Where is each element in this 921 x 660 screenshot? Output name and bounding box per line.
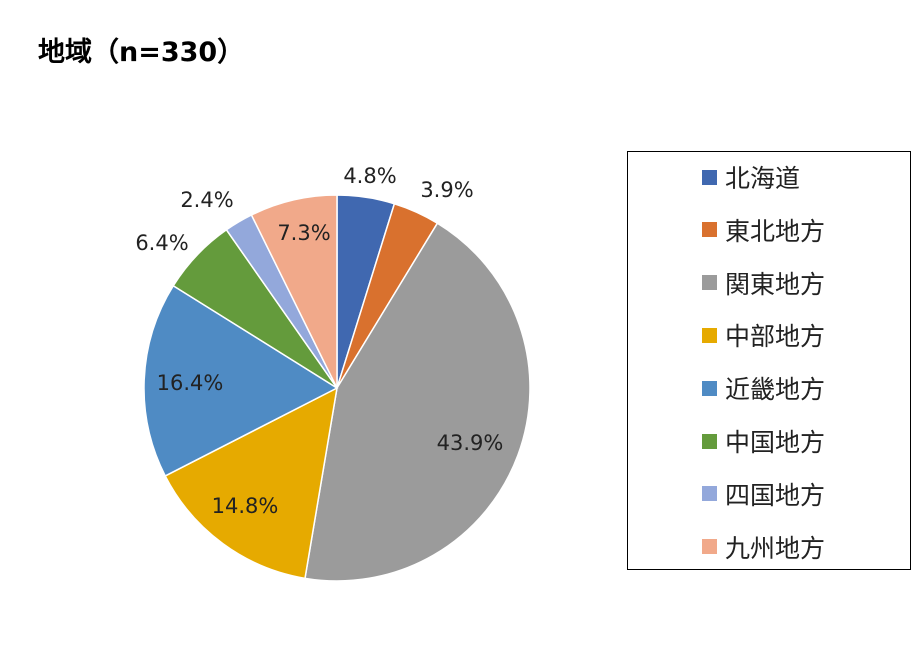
- data-label-1: 4.8%: [343, 164, 396, 188]
- legend-swatch: [702, 327, 717, 343]
- legend-item: 北海道: [702, 162, 801, 193]
- legend-label: 中国地方: [725, 428, 826, 457]
- data-label-7: 2.4%: [180, 188, 233, 212]
- legend-label: 四国地方: [725, 480, 826, 510]
- legend-swatch: [702, 433, 717, 449]
- legend-item: 四国地方: [702, 479, 826, 510]
- legend-swatch: [702, 169, 717, 185]
- legend-swatch: [702, 275, 717, 291]
- legend-swatch: [702, 380, 717, 396]
- legend-item: 中部地方: [702, 320, 826, 352]
- legend-item: 近畿地方: [702, 373, 826, 405]
- data-label-2: 3.9%: [420, 178, 473, 202]
- legend-label: 中部地方: [725, 322, 826, 352]
- legend: 北海道東北地方関東地方中部地方近畿地方中国地方四国地方九州地方: [627, 151, 911, 570]
- legend-label: 関東地方: [725, 269, 826, 299]
- pie-slice-8: [250, 194, 338, 389]
- legend-label: 東北地方: [725, 216, 826, 246]
- legend-item: 関東地方: [702, 268, 826, 299]
- legend-item: 中国地方: [702, 426, 826, 457]
- pie-slice-4: [164, 386, 338, 580]
- legend-label: 北海道: [725, 164, 801, 193]
- data-label-3: 43.9%: [437, 431, 504, 455]
- data-label-8: 7.3%: [277, 221, 330, 245]
- data-label-5: 16.4%: [157, 371, 224, 395]
- data-label-4: 14.8%: [212, 494, 279, 518]
- legend-item: 九州地方: [702, 532, 826, 563]
- pie-slice-5: [143, 284, 339, 477]
- legend-label: 近畿地方: [725, 375, 826, 405]
- legend-label: 九州地方: [725, 533, 826, 563]
- legend-swatch: [702, 222, 717, 238]
- data-label-6: 6.4%: [135, 231, 188, 255]
- pie-slice-3: [304, 222, 531, 582]
- legend-item: 東北地方: [702, 215, 826, 246]
- legend-swatch: [702, 539, 717, 555]
- chart-title: 地域（n=330）: [38, 37, 245, 68]
- legend-swatch: [702, 486, 717, 502]
